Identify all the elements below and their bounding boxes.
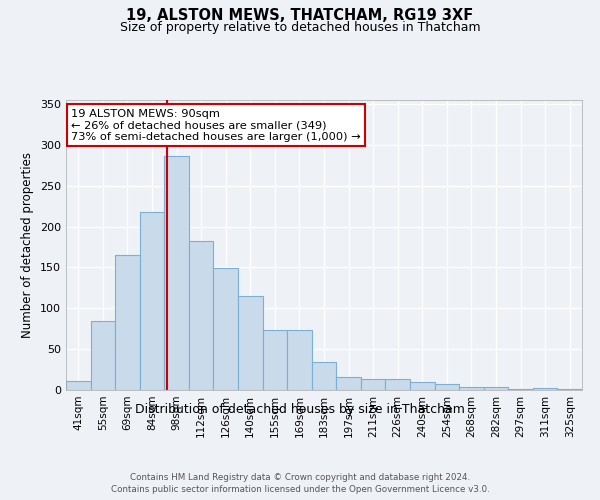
Bar [361, 378, 385, 390]
Text: Contains public sector information licensed under the Open Government Licence v3: Contains public sector information licen… [110, 485, 490, 494]
Bar [189, 242, 214, 390]
Bar [140, 212, 164, 390]
Bar [459, 386, 484, 390]
Bar [287, 330, 312, 390]
Y-axis label: Number of detached properties: Number of detached properties [22, 152, 34, 338]
Bar [164, 156, 189, 390]
Bar [312, 362, 336, 390]
Bar [557, 389, 582, 390]
Bar [508, 389, 533, 390]
Bar [91, 322, 115, 390]
Bar [410, 382, 434, 390]
Bar [434, 384, 459, 390]
Bar [533, 388, 557, 390]
Text: Size of property relative to detached houses in Thatcham: Size of property relative to detached ho… [119, 21, 481, 34]
Bar [115, 255, 140, 390]
Bar [336, 377, 361, 390]
Text: 19, ALSTON MEWS, THATCHAM, RG19 3XF: 19, ALSTON MEWS, THATCHAM, RG19 3XF [127, 8, 473, 22]
Bar [214, 268, 238, 390]
Bar [263, 330, 287, 390]
Bar [484, 386, 508, 390]
Text: 19 ALSTON MEWS: 90sqm
← 26% of detached houses are smaller (349)
73% of semi-det: 19 ALSTON MEWS: 90sqm ← 26% of detached … [71, 108, 361, 142]
Bar [238, 296, 263, 390]
Text: Contains HM Land Registry data © Crown copyright and database right 2024.: Contains HM Land Registry data © Crown c… [130, 472, 470, 482]
Bar [66, 381, 91, 390]
Text: Distribution of detached houses by size in Thatcham: Distribution of detached houses by size … [135, 402, 465, 415]
Bar [385, 380, 410, 390]
